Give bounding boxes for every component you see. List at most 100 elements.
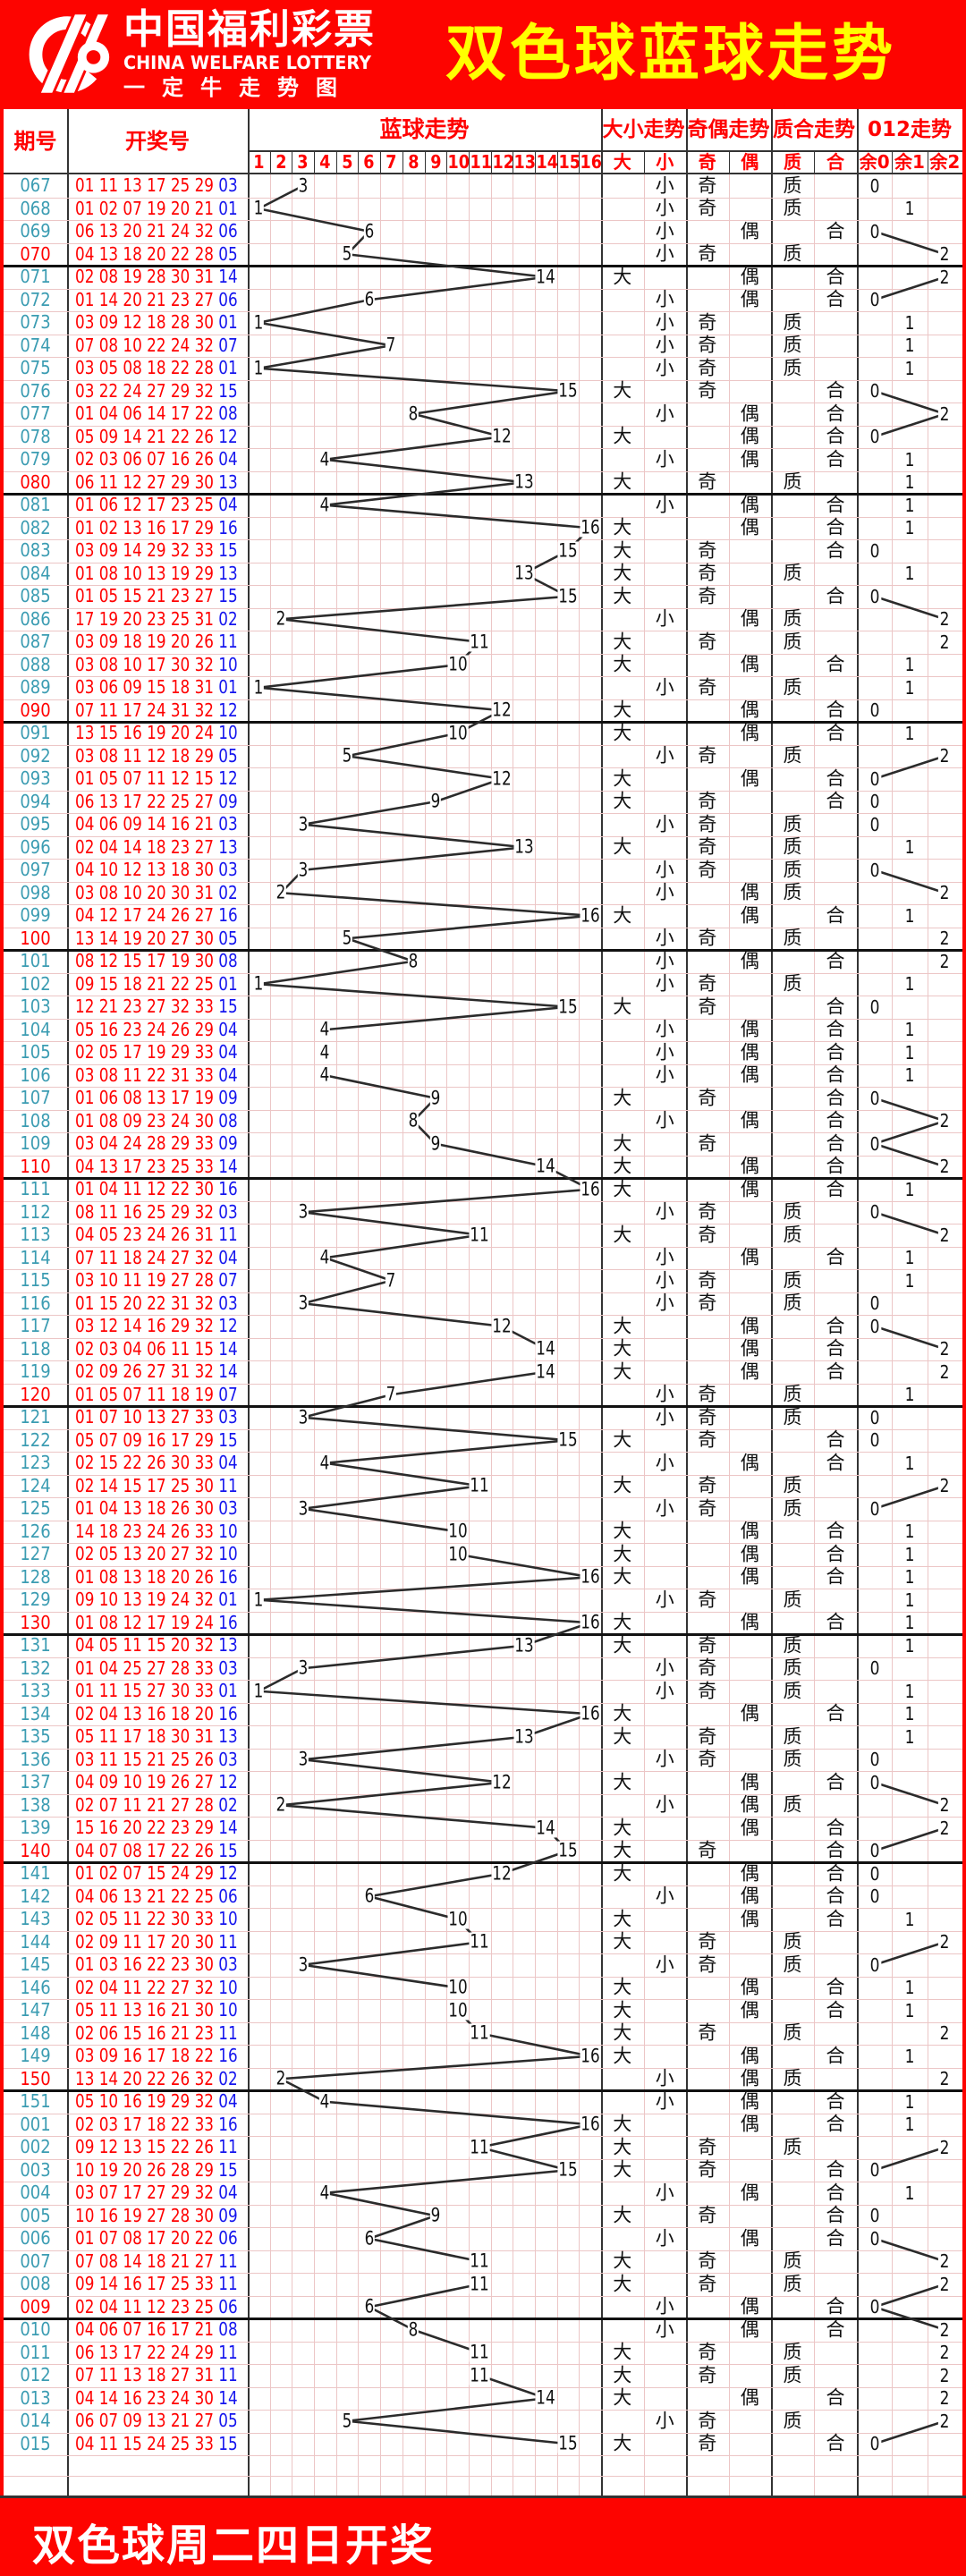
trend-point-label: 14 xyxy=(535,1337,556,1360)
draw-numbers-cell: 03 09 14 29 32 33 15 xyxy=(75,539,238,563)
issue-cell: 118 xyxy=(20,1337,51,1360)
footer-banner: 双色球周二四日开奖 xyxy=(0,2497,966,2576)
prime-value: 合 xyxy=(826,288,845,310)
parity-value: 偶 xyxy=(740,767,759,790)
grid-line-horizontal xyxy=(4,1657,962,1658)
issue-cell: 015 xyxy=(20,2432,51,2454)
red-balls: 01 15 20 22 31 32 xyxy=(75,1292,219,1314)
grid-line-horizontal xyxy=(4,220,962,221)
grid-line-horizontal xyxy=(4,1018,962,1020)
parity-value: 奇 xyxy=(698,927,717,949)
mod-value: 1 xyxy=(902,1384,917,1406)
draw-numbers-cell: 03 06 09 15 18 31 01 xyxy=(75,676,238,699)
parity-value: 奇 xyxy=(698,996,717,1018)
issue-cell: 151 xyxy=(20,2090,51,2112)
prime-value: 合 xyxy=(826,790,845,812)
red-balls: 03 12 14 16 29 32 xyxy=(75,1315,219,1336)
size-value: 小 xyxy=(655,1452,674,1474)
size-value: 小 xyxy=(655,607,674,630)
issue-cell: 124 xyxy=(20,1474,51,1496)
draw-numbers-cell: 01 07 08 17 20 22 06 xyxy=(75,2227,238,2250)
trend-point-label: 6 xyxy=(363,1885,375,1907)
trend-point-label: 11 xyxy=(469,2364,490,2386)
parity-value: 偶 xyxy=(740,1999,759,2021)
red-balls: 02 03 06 07 16 26 xyxy=(75,448,219,470)
mod-value: 2 xyxy=(938,1931,952,1953)
grid-line-horizontal xyxy=(4,311,962,312)
size-value: 大 xyxy=(613,1817,632,1839)
prime-value: 合 xyxy=(826,425,845,447)
grid-line-horizontal xyxy=(4,721,962,724)
issue-cell: 011 xyxy=(20,2341,51,2363)
blue-ball: 08 xyxy=(218,950,238,971)
prime-value: 质 xyxy=(783,881,802,903)
mod-value: 2 xyxy=(938,2250,952,2273)
trend-point-label: 4 xyxy=(319,1041,331,1063)
issue-cell: 119 xyxy=(20,1360,51,1382)
blue-ball: 11 xyxy=(218,631,238,652)
trend-point-label: 4 xyxy=(319,2182,331,2204)
draw-numbers-cell: 01 08 12 17 19 24 16 xyxy=(75,1612,238,1635)
prime-value: 合 xyxy=(826,904,845,927)
parity-value: 奇 xyxy=(698,2136,717,2158)
trend-point-label: 6 xyxy=(363,2227,375,2250)
trend-point-label: 11 xyxy=(469,1474,490,1496)
trend-point-label: 6 xyxy=(363,220,375,242)
draw-numbers-cell: 06 13 17 22 24 29 11 xyxy=(75,2342,238,2365)
size-value: 小 xyxy=(655,1292,674,1314)
parity-value: 奇 xyxy=(698,676,717,699)
size-value: 大 xyxy=(613,2386,632,2409)
parity-value: 偶 xyxy=(740,266,759,288)
size-value: 大 xyxy=(613,1839,632,1861)
trend-point-label: 3 xyxy=(297,1292,309,1314)
parity-value: 偶 xyxy=(740,516,759,538)
prime-value: 质 xyxy=(783,1793,802,1816)
blue-ball: 03 xyxy=(218,1953,238,1975)
draw-numbers-cell: 02 04 14 18 23 27 13 xyxy=(75,836,238,860)
subheader-trend-col: 4 xyxy=(319,151,331,173)
parity-value: 奇 xyxy=(698,1224,717,1246)
prime-value: 合 xyxy=(826,494,845,516)
prime-value: 质 xyxy=(783,2273,802,2295)
size-value: 大 xyxy=(613,996,632,1018)
trend-point-label: 12 xyxy=(491,1862,513,1885)
draw-numbers-cell: 03 08 10 17 30 32 10 xyxy=(75,654,238,677)
parity-value: 偶 xyxy=(740,1565,759,1588)
prime-value: 合 xyxy=(826,1315,845,1337)
grid-line-horizontal xyxy=(4,1908,962,1909)
blue-ball: 16 xyxy=(218,2045,238,2066)
trend-point-label: 16 xyxy=(580,1702,601,1724)
grid-line-horizontal xyxy=(4,1930,962,1932)
mod-value: 2 xyxy=(938,745,952,767)
issue-cell: 121 xyxy=(20,1406,51,1428)
mod-value: 1 xyxy=(902,904,917,927)
grid-line-vertical xyxy=(402,174,403,2496)
issue-cell: 086 xyxy=(20,607,51,630)
grid-line-vertical xyxy=(269,150,271,174)
grid-line-vertical xyxy=(468,174,470,2496)
blue-ball: 13 xyxy=(218,1634,238,1656)
prime-value: 合 xyxy=(826,2204,845,2226)
issue-cell: 003 xyxy=(20,2158,51,2181)
draw-numbers-cell: 02 15 22 26 30 33 04 xyxy=(75,1452,238,1475)
draw-numbers-cell: 13 14 19 20 27 30 05 xyxy=(75,928,238,951)
prime-value: 合 xyxy=(826,2386,845,2409)
size-value: 小 xyxy=(655,242,674,265)
parity-value: 奇 xyxy=(698,1589,717,1611)
mod-value: 2 xyxy=(938,2364,952,2386)
mod-value: 0 xyxy=(868,996,881,1018)
draw-numbers-cell: 04 05 23 24 26 31 11 xyxy=(75,1224,238,1247)
prime-value: 合 xyxy=(826,1611,845,1633)
cwl-logo-icon xyxy=(29,12,113,96)
grid-line-horizontal xyxy=(4,1452,962,1453)
red-balls: 02 04 11 12 23 25 xyxy=(75,2295,219,2318)
trend-point-label: 3 xyxy=(297,1497,309,1520)
size-value: 小 xyxy=(655,1063,674,1086)
red-balls: 06 13 17 22 25 27 xyxy=(75,790,219,812)
grid-line-horizontal xyxy=(4,2158,962,2160)
blue-ball: 06 xyxy=(218,220,238,242)
prime-value: 质 xyxy=(783,1497,802,1520)
blue-ball: 12 xyxy=(218,1771,238,1792)
draw-numbers-cell: 07 11 17 24 31 32 12 xyxy=(75,699,238,723)
parity-value: 奇 xyxy=(698,1383,717,1405)
